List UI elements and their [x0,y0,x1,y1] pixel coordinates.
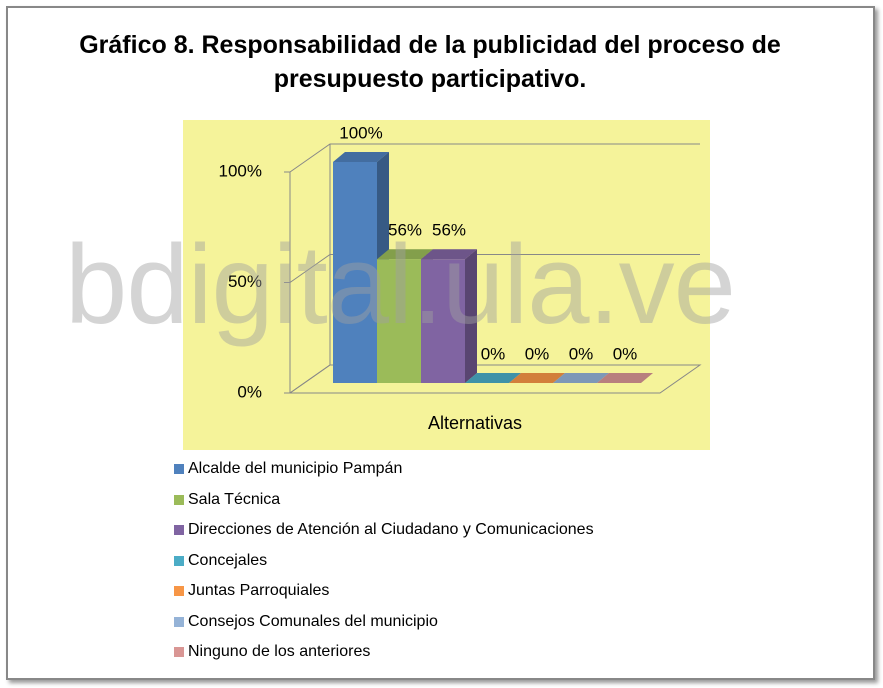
legend-item: Concejales [174,546,594,577]
value-label: 100% [339,123,382,142]
legend-item: Alcalde del municipio Pampán [174,454,594,485]
bar-front [377,259,421,383]
value-label: 0% [569,344,594,363]
legend-label: Concejales [188,551,268,569]
bar [509,373,565,383]
bar-top [465,373,521,383]
value-label: 56% [432,221,466,240]
legend: Alcalde del municipio Pampán Sala Técnica… [174,454,594,668]
legend-label: Direcciones de Atención al Ciudadano y C… [188,521,594,539]
legend-swatch [174,525,184,536]
bar-front [333,162,377,383]
bar-top-shade [465,373,521,383]
legend-swatch [174,586,184,597]
bar [421,249,477,383]
legend-item: Sala Técnica [174,485,594,516]
legend-swatch [174,616,184,627]
bar [553,373,609,383]
legend-swatch [174,555,184,566]
legend-swatch [174,464,184,475]
bar-top [333,152,389,162]
y-tick-label: 50% [228,272,262,291]
grid-line [289,143,700,173]
bar-top-shade [597,373,653,383]
grid-line [289,254,700,283]
legend-label: Ninguno de los anteriores [188,643,371,661]
legend-label: Sala Técnica [188,490,281,508]
grid-line [289,364,700,394]
value-label: 0% [613,344,638,363]
legend-label: Alcalde del municipio Pampán [188,460,403,478]
bar [597,373,653,383]
legend-item: Ninguno de los anteriores [174,637,594,668]
bar-top-shade [421,249,477,260]
value-label: 0% [525,344,550,363]
legend-item: Juntas Parroquiales [174,576,594,607]
bar-top [509,373,565,383]
chart-title: Gráfico 8. Responsabilidad de la publici… [79,31,781,93]
bar [465,373,521,383]
y-tick-label: 100% [219,161,262,180]
x-tick-label: Alternativas [428,413,522,433]
bar-top [421,249,477,260]
bar-top-shade [377,249,433,260]
legend-item: Direcciones de Atención al Ciudadano y C… [174,515,594,546]
legend-swatch [174,494,184,505]
value-label: 56% [388,221,422,240]
legend-swatch [174,647,184,658]
bar-top-shade [509,373,565,383]
bar-top-shade [553,373,609,383]
bar-front [421,259,465,383]
legend-label: Juntas Parroquiales [188,582,330,600]
bar-side [465,249,477,383]
legend-item: Consejos Comunales del municipio [174,607,594,638]
legend-label: Consejos Comunales del municipio [188,612,438,630]
bar-top [597,373,653,383]
value-label: 0% [481,344,506,363]
bar-top [553,373,609,383]
bar-top-shade [333,152,389,162]
bar-side-shade [465,249,477,383]
bar-top [377,249,433,260]
y-tick-label: 0% [237,382,262,401]
